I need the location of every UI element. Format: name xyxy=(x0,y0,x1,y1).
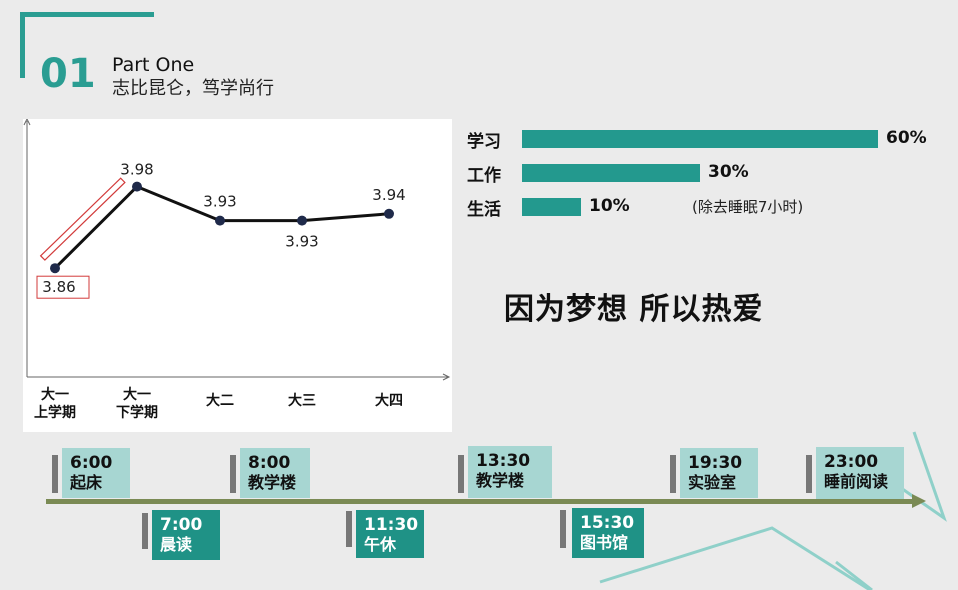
timeline-tick xyxy=(142,513,148,549)
data-label-highlight-box xyxy=(36,275,90,299)
data-point xyxy=(132,181,142,192)
timeline-tick xyxy=(806,455,812,493)
timeline-tick xyxy=(560,510,566,548)
bar-value-label: 60% xyxy=(886,128,927,148)
timeline-event-time: 11:30 xyxy=(364,515,419,535)
bar-label: 学习 xyxy=(467,132,501,152)
timeline-tick xyxy=(230,455,236,493)
timeline-event-label: 晨读 xyxy=(160,535,193,554)
timeline-event-time: 23:00 xyxy=(824,452,879,472)
timeline-event: 6:00 起床 xyxy=(62,448,130,498)
timeline-event-label: 教学楼 xyxy=(248,473,297,492)
data-label: 3.86 xyxy=(42,278,75,296)
corner-bracket xyxy=(20,12,154,78)
data-label: 3.93 xyxy=(203,193,236,211)
x-tick-label: 大四 xyxy=(375,392,403,409)
timeline-event-label: 睡前阅读 xyxy=(824,472,889,491)
timeline-tick xyxy=(346,511,352,547)
data-point xyxy=(384,208,394,219)
data-label: 3.98 xyxy=(120,161,153,179)
x-tick-label: 大一上学期 xyxy=(34,386,76,421)
x-tick-label: 大一下学期 xyxy=(116,386,158,421)
timeline-event: 13:30 教学楼 xyxy=(468,446,552,498)
section-title: Part One xyxy=(112,54,195,76)
timeline-event: 19:30 实验室 xyxy=(680,448,758,498)
timeline-tick xyxy=(670,455,676,493)
slogan: 因为梦想 所以热爱 xyxy=(504,292,764,327)
data-label: 3.94 xyxy=(372,186,405,204)
timeline-event-label: 起床 xyxy=(70,473,103,492)
bar xyxy=(522,164,700,182)
chart-canvas: 3.86 3.98 3.93 3.93 3.94 大一上学期 大一下学期 大二 大三 大四 xyxy=(23,119,451,421)
timeline-event: 23:00 睡前阅读 xyxy=(816,447,904,499)
timeline-event-time: 19:30 xyxy=(688,453,743,473)
timeline-event: 7:00 晨读 xyxy=(152,510,220,560)
data-label: 3.93 xyxy=(285,233,318,251)
trend-highlight-arrow xyxy=(39,177,126,261)
section-number: 01 xyxy=(40,51,96,97)
timeline-axis xyxy=(46,499,914,504)
x-axis-arrow-icon xyxy=(442,373,451,381)
timeline-event-time: 7:00 xyxy=(160,515,203,535)
bar xyxy=(522,198,581,216)
bar-value-label: 10% xyxy=(589,196,630,216)
gpa-line-chart: 3.86 3.98 3.93 3.93 3.94 大一上学期 大一下学期 大二 大三 大四 xyxy=(23,119,452,432)
timeline-event-time: 15:30 xyxy=(580,513,635,533)
data-point xyxy=(215,215,225,226)
data-point xyxy=(50,263,60,274)
timeline-event: 11:30 午休 xyxy=(356,510,424,558)
x-tick-label: 大三 xyxy=(288,392,316,409)
timeline-event-time: 8:00 xyxy=(248,453,291,473)
bar-note: (除去睡眠7小时) xyxy=(692,198,804,216)
x-tick-label: 大二 xyxy=(206,392,234,409)
bar-label: 工作 xyxy=(467,166,501,186)
bar-value-label: 30% xyxy=(708,162,749,182)
timeline-arrow-icon xyxy=(912,494,926,508)
y-axis-arrow-icon xyxy=(23,119,31,126)
timeline-event-time: 6:00 xyxy=(70,453,113,473)
timeline-event-label: 实验室 xyxy=(688,473,737,492)
timeline-tick xyxy=(52,455,58,493)
bar-label: 生活 xyxy=(467,200,501,220)
bar xyxy=(522,130,878,148)
timeline-event-label: 图书馆 xyxy=(580,533,629,552)
timeline-event-label: 教学楼 xyxy=(476,471,525,490)
data-point xyxy=(297,215,307,226)
timeline-event-label: 午休 xyxy=(364,535,397,554)
timeline-tick xyxy=(458,455,464,493)
section-subtitle: 志比昆仑，笃学尚行 xyxy=(112,78,274,99)
timeline-event: 15:30 图书馆 xyxy=(572,508,644,558)
timeline-event-time: 13:30 xyxy=(476,451,531,471)
timeline-event: 8:00 教学楼 xyxy=(240,448,310,498)
